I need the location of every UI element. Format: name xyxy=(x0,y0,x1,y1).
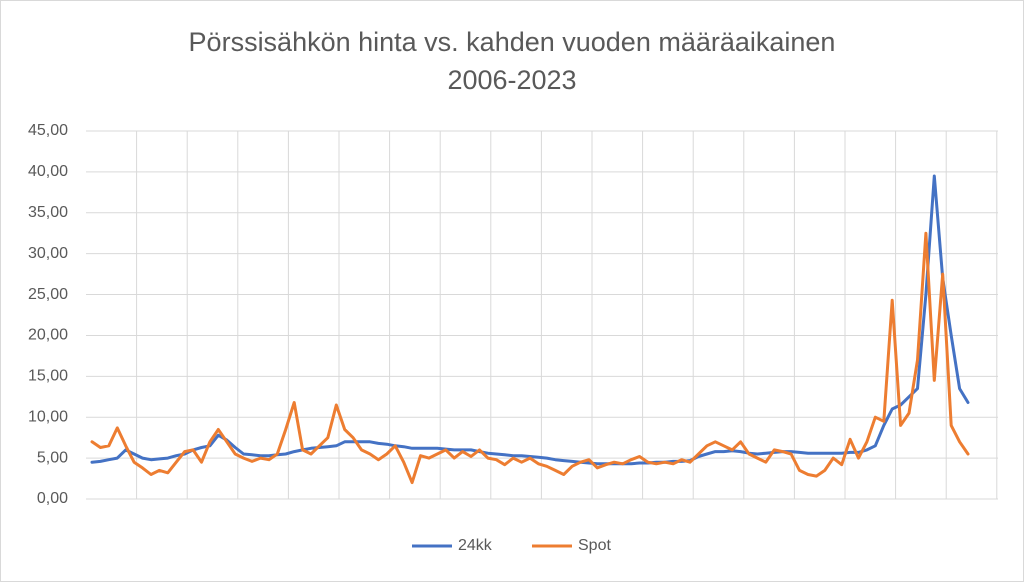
y-tick-label: 35,00 xyxy=(28,204,68,221)
legend-label: Spot xyxy=(578,537,611,554)
legend-label: 24kk xyxy=(458,537,493,554)
y-tick-label: 0,00 xyxy=(37,490,68,507)
y-tick-label: 20,00 xyxy=(28,327,68,344)
chart-subtitle: 2006-2023 xyxy=(447,65,576,95)
y-tick-label: 15,00 xyxy=(28,368,68,385)
chart-title: Pörssisähkön hinta vs. kahden vuoden mää… xyxy=(189,27,836,57)
y-tick-label: 5,00 xyxy=(37,449,68,466)
series-line xyxy=(90,174,970,466)
series-line xyxy=(90,231,970,485)
y-tick-label: 30,00 xyxy=(28,245,68,262)
y-tick-label: 10,00 xyxy=(28,408,68,425)
y-tick-label: 25,00 xyxy=(28,286,68,303)
y-tick-label: 45,00 xyxy=(28,122,68,139)
y-tick-label: 40,00 xyxy=(28,163,68,180)
